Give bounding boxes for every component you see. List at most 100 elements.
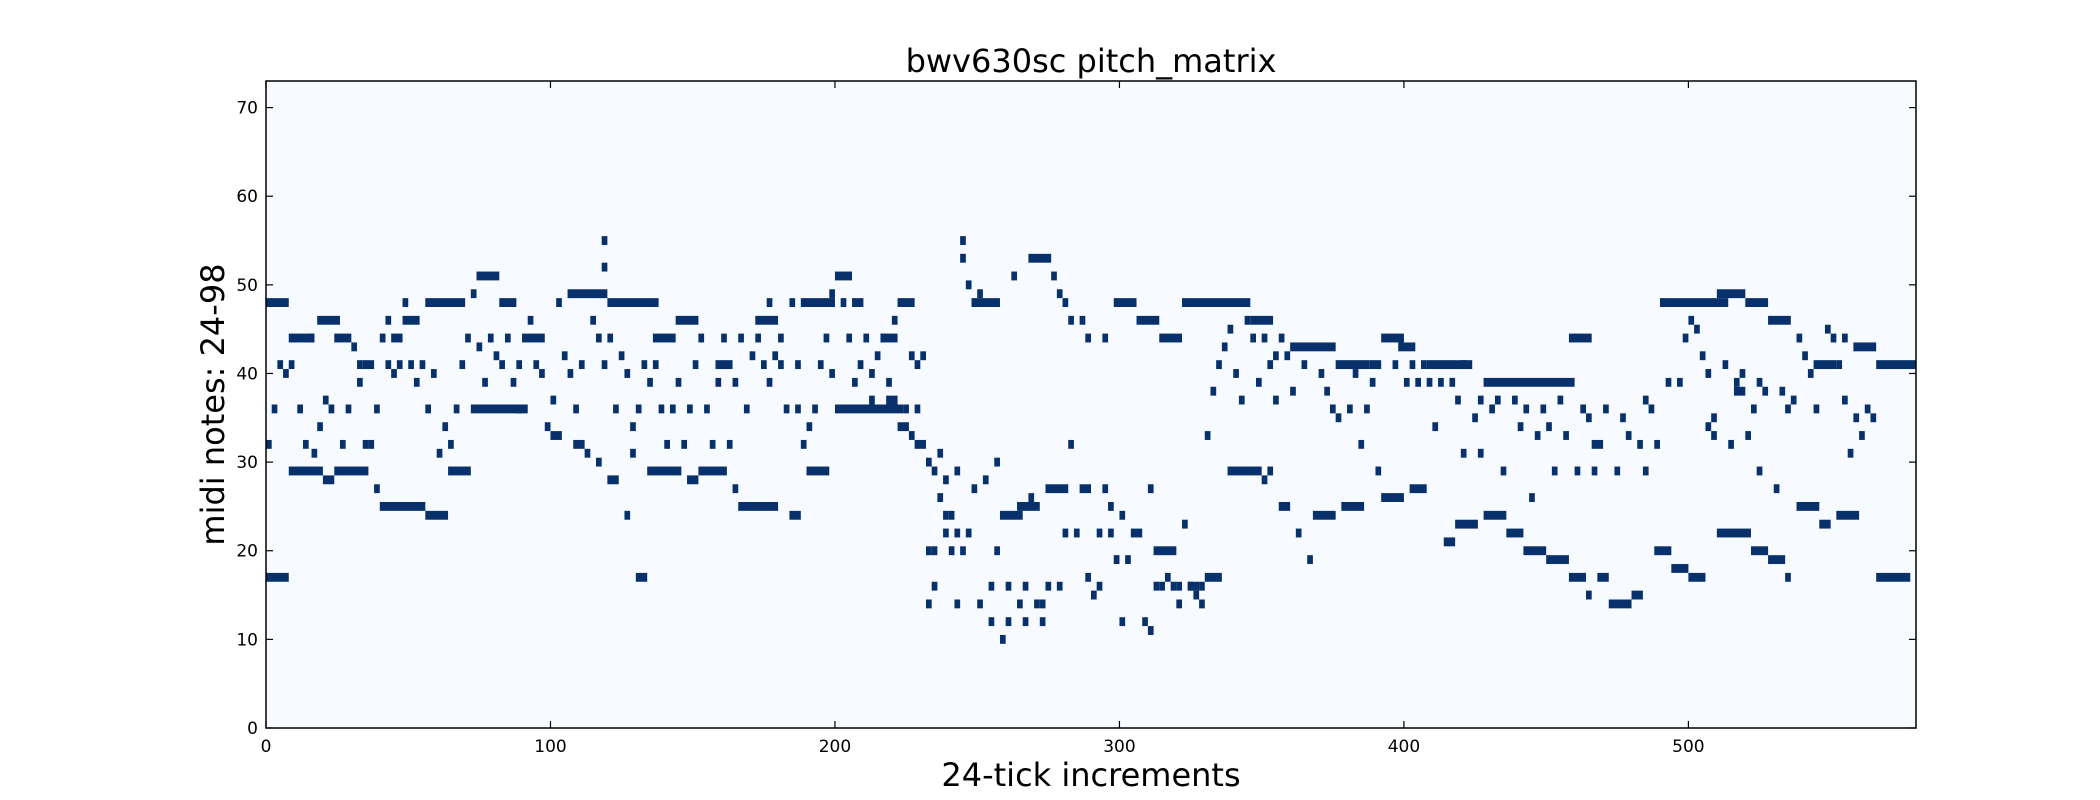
note-cell bbox=[1250, 315, 1274, 325]
note-cell bbox=[1785, 572, 1791, 582]
note-cell bbox=[1284, 351, 1291, 361]
note-cell bbox=[1119, 510, 1126, 520]
note-cell bbox=[1324, 386, 1330, 396]
note-cell bbox=[1824, 324, 1831, 334]
note-cell bbox=[1449, 377, 1456, 387]
note-cell bbox=[664, 439, 670, 449]
note-cell bbox=[1108, 501, 1114, 511]
note-cell bbox=[1113, 555, 1120, 565]
note-cell bbox=[1625, 431, 1632, 440]
note-cell bbox=[948, 546, 955, 556]
note-cell bbox=[1204, 431, 1211, 440]
note-cell bbox=[1278, 501, 1291, 511]
note-cell bbox=[1238, 395, 1245, 405]
note-cell bbox=[1426, 377, 1433, 387]
note-cell bbox=[308, 333, 315, 343]
note-cell bbox=[1682, 333, 1689, 343]
note-cell bbox=[766, 377, 773, 387]
note-cell bbox=[1005, 581, 1012, 591]
x-axis-title: 24-tick increments bbox=[941, 756, 1240, 794]
note-cell bbox=[1039, 599, 1046, 609]
note-cell bbox=[687, 475, 699, 485]
note-cell bbox=[601, 360, 608, 370]
note-cell bbox=[1153, 581, 1160, 591]
note-cell bbox=[1842, 395, 1848, 405]
note-cell bbox=[328, 404, 335, 414]
note-cell bbox=[795, 404, 801, 414]
note-cell bbox=[408, 360, 414, 370]
note-cell bbox=[322, 395, 329, 405]
note-cell bbox=[960, 546, 966, 556]
note-cell bbox=[1290, 342, 1336, 352]
note-cell bbox=[1056, 289, 1063, 299]
note-cell bbox=[914, 404, 921, 414]
note-cell bbox=[652, 333, 676, 343]
note-cell bbox=[903, 404, 909, 414]
note-cell bbox=[738, 333, 744, 343]
note-cell bbox=[1307, 555, 1313, 565]
note-cell bbox=[806, 466, 830, 476]
note-cell bbox=[465, 333, 471, 343]
note-cell bbox=[1489, 404, 1495, 414]
note-cell bbox=[436, 448, 443, 458]
note-cell bbox=[368, 439, 375, 449]
note-cell bbox=[578, 360, 585, 370]
note-cell bbox=[379, 333, 386, 343]
note-cell bbox=[1716, 289, 1746, 299]
note-cell bbox=[852, 377, 858, 387]
note-cell bbox=[391, 369, 397, 378]
note-cell bbox=[1159, 333, 1183, 343]
note-cell bbox=[1642, 466, 1649, 476]
note-cell bbox=[1705, 369, 1712, 378]
note-cell bbox=[522, 333, 545, 343]
note-cell bbox=[994, 457, 1000, 467]
note-cell bbox=[1068, 315, 1074, 325]
note-cell bbox=[852, 298, 864, 307]
note-cell bbox=[1045, 581, 1052, 591]
note-cell bbox=[357, 377, 363, 387]
y-tick-label: 0 bbox=[247, 719, 258, 739]
note-cell bbox=[1512, 395, 1518, 405]
note-cell bbox=[448, 439, 454, 449]
note-cell bbox=[1546, 555, 1569, 565]
note-cell bbox=[943, 510, 949, 520]
note-cell bbox=[999, 634, 1006, 644]
note-cell bbox=[886, 377, 892, 387]
note-cell bbox=[755, 333, 761, 343]
note-cell bbox=[561, 351, 568, 361]
note-cell bbox=[1022, 581, 1029, 591]
note-cell bbox=[1398, 342, 1416, 352]
note-cell bbox=[1017, 599, 1023, 609]
note-cell bbox=[288, 333, 315, 343]
note-cell bbox=[1273, 351, 1279, 361]
note-cell bbox=[345, 404, 352, 414]
note-cell bbox=[840, 298, 847, 307]
note-cell bbox=[1477, 448, 1484, 458]
note-cell bbox=[1842, 333, 1848, 343]
note-cell bbox=[869, 395, 875, 405]
note-cell bbox=[715, 360, 733, 370]
note-cell bbox=[425, 404, 431, 414]
note-cell bbox=[1779, 386, 1786, 396]
note-cell bbox=[1364, 404, 1370, 414]
note-cell bbox=[1244, 315, 1251, 325]
note-cell bbox=[1836, 510, 1860, 520]
note-cell bbox=[1290, 386, 1296, 396]
note-cell bbox=[1477, 395, 1484, 405]
note-cell bbox=[721, 333, 727, 343]
note-cell bbox=[1261, 475, 1268, 485]
note-cell bbox=[1267, 360, 1274, 370]
note-cell bbox=[613, 404, 619, 414]
note-cell bbox=[1096, 528, 1103, 538]
note-cell bbox=[1108, 528, 1114, 538]
note-cell bbox=[1119, 617, 1126, 627]
note-cell bbox=[1500, 466, 1507, 476]
note-cell bbox=[1153, 546, 1177, 556]
note-cell bbox=[1523, 404, 1530, 414]
note-cell bbox=[1210, 386, 1217, 396]
note-cell bbox=[1403, 377, 1410, 387]
note-cell bbox=[692, 360, 699, 370]
note-cell bbox=[1073, 528, 1080, 538]
note-cell bbox=[1483, 377, 1575, 387]
